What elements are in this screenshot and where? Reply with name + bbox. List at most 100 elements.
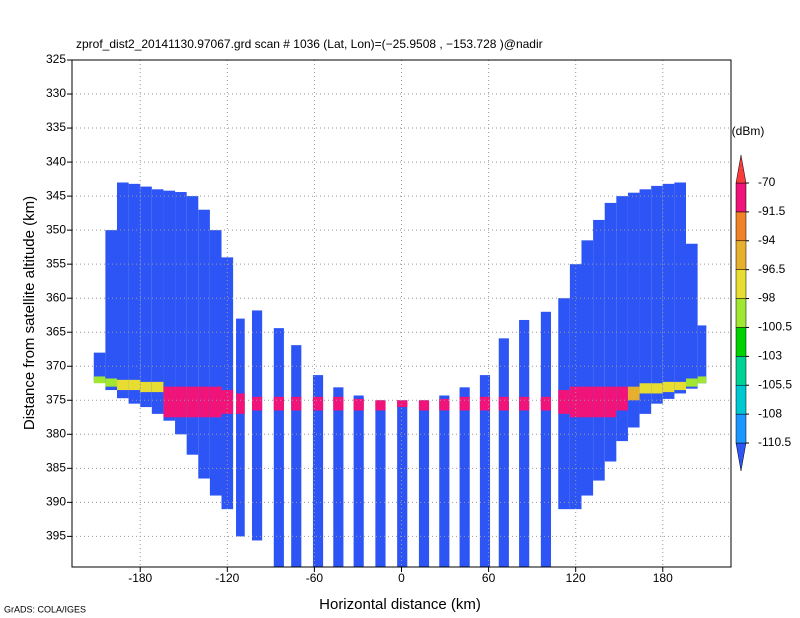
y-tick-label: 395 <box>46 529 66 543</box>
surface-echo <box>291 396 302 411</box>
colorbar-swatch <box>735 384 747 415</box>
noise-column <box>273 328 284 567</box>
surface-echo <box>639 383 652 394</box>
x-axis-label: Horizontal distance (km) <box>319 596 481 613</box>
x-tick-label: 180 <box>653 571 673 585</box>
surface-echo <box>175 386 187 418</box>
colorbar-label: -100.5 <box>758 320 792 334</box>
y-tick-label: 375 <box>46 392 66 406</box>
surface-echo <box>519 396 530 411</box>
x-tick-label: 120 <box>566 571 586 585</box>
colorbar-swatch <box>735 298 747 328</box>
surface-echo <box>674 381 687 391</box>
noise-column <box>459 387 470 567</box>
colorbar-label: -91.5 <box>758 204 786 218</box>
surface-echo <box>581 386 594 418</box>
surface-echo <box>209 386 222 418</box>
noise-column <box>616 196 628 442</box>
surface-echo <box>686 378 698 387</box>
chart-title: zprof_dist2_20141130.97067.grd scan # 10… <box>76 37 543 51</box>
noise-column <box>479 375 491 567</box>
noise-column <box>140 186 152 408</box>
colorbar-over <box>735 154 747 184</box>
surface-echo <box>333 396 344 411</box>
noise-column <box>674 182 687 394</box>
surface-echo <box>616 386 628 411</box>
colorbar-label: -108 <box>758 406 782 420</box>
colorbar-swatch <box>735 413 747 444</box>
noise-column <box>198 209 210 479</box>
surface-echo <box>198 386 210 418</box>
surface-echo <box>236 393 245 414</box>
x-tick-label: -180 <box>128 571 152 585</box>
noise-column <box>333 387 344 567</box>
surface-echo <box>651 383 663 394</box>
surface-echo <box>140 381 152 393</box>
colorbar-swatch <box>735 327 747 357</box>
noise-column <box>697 325 707 384</box>
surface-echo <box>128 379 141 391</box>
colorbar-label: -70 <box>758 175 776 189</box>
y-tick-label: 370 <box>46 358 66 372</box>
surface-echo <box>627 386 640 401</box>
noise-column <box>639 189 652 414</box>
noise-column <box>498 338 509 567</box>
x-tick-label: 0 <box>398 571 405 585</box>
y-axis-label: Distance from satellite altitude (km) <box>21 196 38 430</box>
noise-column <box>627 192 640 428</box>
colorbar-swatch <box>735 240 747 270</box>
noise-column <box>312 375 324 567</box>
noise-column <box>163 190 176 421</box>
noise-column <box>593 219 605 481</box>
colorbar-label: -96.5 <box>758 262 786 276</box>
noise-column <box>519 319 530 567</box>
surface-echo <box>221 390 234 414</box>
surface-echo <box>312 396 324 411</box>
y-tick-label: 350 <box>46 222 66 236</box>
colorbar-label: -105.5 <box>758 377 792 391</box>
surface-echo <box>569 386 582 418</box>
surface-echo <box>397 400 408 408</box>
surface-echo <box>479 396 491 411</box>
colorbar-swatch <box>735 356 747 386</box>
surface-echo <box>498 396 509 411</box>
y-tick-label: 385 <box>46 460 66 474</box>
noise-column <box>105 230 117 391</box>
colorbar-swatch <box>735 182 747 213</box>
y-tick-label: 325 <box>46 52 66 66</box>
noise-column <box>221 257 234 510</box>
y-tick-label: 360 <box>46 290 66 304</box>
y-tick-label: 345 <box>46 188 66 202</box>
y-tick-label: 330 <box>46 86 66 100</box>
noise-column <box>418 400 430 567</box>
y-tick-label: 365 <box>46 324 66 338</box>
surface-echo <box>697 376 707 384</box>
noise-column <box>93 352 106 382</box>
noise-column <box>604 202 617 462</box>
y-tick-label: 390 <box>46 495 66 509</box>
x-tick-label: 60 <box>482 571 496 585</box>
surface-echo <box>353 398 364 411</box>
noise-column <box>439 395 450 567</box>
y-tick-label: 340 <box>46 154 66 168</box>
plot-frame <box>71 59 732 568</box>
noise-column <box>236 318 245 537</box>
noise-column <box>151 189 164 414</box>
surface-echo <box>459 396 470 411</box>
surface-echo <box>558 390 570 414</box>
surface-echo <box>375 400 386 411</box>
noise-column <box>686 243 698 389</box>
colorbar-swatch <box>735 269 747 299</box>
colorbar-label: -110.5 <box>758 435 791 449</box>
noise-column <box>397 400 408 567</box>
surface-echo <box>163 386 176 418</box>
colorbar-label: -98 <box>758 291 776 305</box>
noise-column <box>175 192 187 435</box>
x-tick-label: -120 <box>215 571 239 585</box>
y-tick-label: 335 <box>46 120 66 134</box>
noise-column <box>540 311 552 567</box>
surface-echo <box>593 386 605 418</box>
noise-column <box>128 183 141 404</box>
noise-column <box>662 183 675 399</box>
